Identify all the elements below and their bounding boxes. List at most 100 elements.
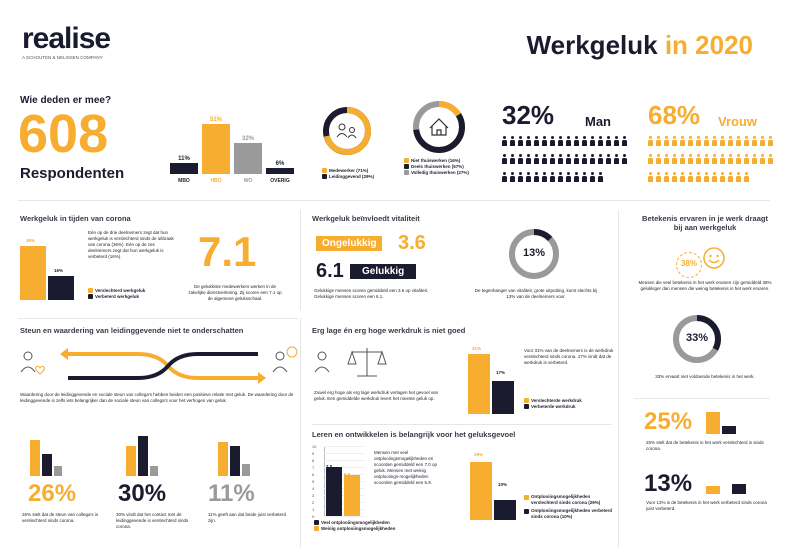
person-icon <box>663 172 669 182</box>
role-donut-arc <box>323 107 371 155</box>
arrow-left-icon <box>60 348 68 360</box>
education-chart: 11% 51% 32% 6% <box>168 112 296 174</box>
person-icon <box>727 172 733 182</box>
role-legend-manager: Leidinggevend (29%) <box>329 174 375 179</box>
axis-tick-label: 7 <box>312 465 315 470</box>
workload-legend-worse: Verslechterde werkdruk <box>531 398 582 403</box>
person-icon <box>573 136 579 146</box>
person-icon <box>533 172 539 182</box>
corona-bar2-label: 16% <box>54 268 64 273</box>
person-icon <box>597 154 603 164</box>
man-label: Man <box>585 114 611 129</box>
workload-illustration-svg <box>314 348 387 377</box>
divider <box>312 424 612 425</box>
person-icon <box>549 172 555 182</box>
learning-legend: Veel ontplooiingsmogelijkheden Weinig on… <box>314 520 395 532</box>
person-icon <box>743 136 749 146</box>
person-icon <box>703 172 709 182</box>
person-icon <box>743 172 749 182</box>
person-icon <box>727 154 733 164</box>
axis-tick-label: 6 <box>312 472 315 477</box>
person-icon <box>565 136 571 146</box>
edu-bar-wo <box>234 142 262 174</box>
learning-bar2-label: 5.9 <box>344 472 350 478</box>
axis-tick-label: 1 <box>312 507 315 512</box>
workload-legend: Verslechterde werkdruk Verbeterde werkdr… <box>524 398 582 410</box>
axis-tick-label: 5 <box>312 479 315 484</box>
person-icon <box>663 154 669 164</box>
workload-bar-better <box>492 381 514 414</box>
person-icon <box>573 154 579 164</box>
edu-label-hbo: HBO <box>210 178 222 184</box>
person-icon <box>621 136 627 146</box>
person-icon <box>735 136 741 146</box>
home-legend-none: Niet thuiswerken (16%) <box>411 158 461 163</box>
person-icon <box>525 172 531 182</box>
meaning-bar-worse <box>706 412 720 434</box>
person-icon <box>509 172 515 182</box>
orange-arrow <box>68 352 258 380</box>
person-icon <box>541 154 547 164</box>
learning-bar4-label: 10% <box>498 482 508 487</box>
workload-title: Erg lage én erg hoge werkdruk is niet go… <box>312 326 466 335</box>
corona-legend-better: Verbeterd werkgeluk <box>95 294 140 299</box>
person-icon <box>605 136 611 146</box>
person-icon <box>581 136 587 146</box>
workload-chart: 31% 17% <box>468 346 516 414</box>
corona-legend-worse: Verslechterd werkgeluk <box>95 288 146 293</box>
person-icon <box>597 172 603 182</box>
person-icon <box>533 136 539 146</box>
meaning-pct3: 25% <box>644 408 693 435</box>
person-icon <box>751 136 757 146</box>
role-donut-svg <box>323 107 371 155</box>
person-icon <box>695 172 701 182</box>
divider <box>618 210 619 548</box>
person-icon <box>597 136 603 146</box>
gridline <box>324 453 364 454</box>
corona-score: 7.1 <box>198 228 257 275</box>
person-icon <box>655 154 661 164</box>
person-icon <box>719 136 725 146</box>
person-icon <box>743 154 749 164</box>
respondent-label: Respondenten <box>20 165 125 182</box>
workload-bar-worse <box>468 354 490 414</box>
person-icon <box>711 154 717 164</box>
axis-tick-label: 4 <box>312 486 315 491</box>
divider <box>634 398 770 399</box>
axis-tick-label: 2 <box>312 500 315 505</box>
learning-legend2-worse: Ontplooiingsmogelijkheden verslechterd s… <box>531 494 601 505</box>
person-icon <box>621 154 627 164</box>
support-stat2: 30% <box>118 480 167 507</box>
person-icon <box>533 154 539 164</box>
person-icon <box>565 172 571 182</box>
person-icon <box>671 154 677 164</box>
learning-legend2-better: Ontplooiingsmogelijkheden verbeterd sind… <box>531 508 613 519</box>
person-icon <box>703 136 709 146</box>
axis-tick-label: 9 <box>312 451 315 456</box>
role-legend: Medewerker (71%) Leidinggevend (29%) <box>322 168 374 180</box>
gridline <box>324 467 364 468</box>
meaning-donut-arc <box>673 315 721 363</box>
education-labels: MBO HBO WO OVERIG <box>168 178 296 184</box>
meaning-bar-better-small <box>722 426 736 434</box>
person-icon <box>589 172 595 182</box>
person-icon <box>549 154 555 164</box>
person-icon <box>525 154 531 164</box>
gridline <box>324 460 364 461</box>
support-stat2-text: 30% vindt dat het contact met de leiding… <box>116 512 189 529</box>
person-icon <box>517 136 523 146</box>
logo: realise A SCHOUTEN & NELISSEN COMPANY <box>22 24 111 61</box>
meaning-donut-svg <box>673 315 721 363</box>
meaning-text3: 25% stelt dat de betekenis in het werk v… <box>646 440 764 451</box>
corona-bar-better <box>48 276 74 300</box>
person-icon <box>695 136 701 146</box>
person-icon <box>501 172 507 182</box>
man-pct: 32% <box>502 100 555 130</box>
edu-pct-mbo: 11% <box>178 156 190 163</box>
corona-bar-worse <box>20 246 46 300</box>
person-icon <box>671 172 677 182</box>
edu-pct-hbo: 51% <box>209 117 222 123</box>
person-icon <box>687 172 693 182</box>
exhaustion-donut-svg <box>509 229 559 279</box>
